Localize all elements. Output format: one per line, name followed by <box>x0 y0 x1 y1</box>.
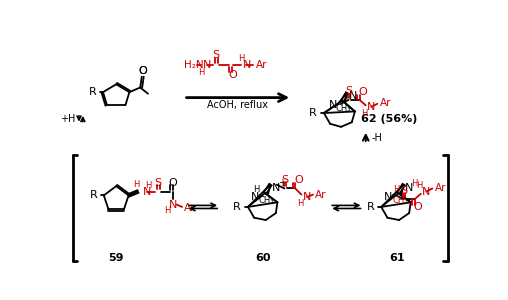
Text: CH₃: CH₃ <box>259 196 274 205</box>
Text: Ar: Ar <box>315 190 327 200</box>
Text: N: N <box>348 91 357 101</box>
Text: R: R <box>309 108 317 118</box>
Text: O: O <box>138 66 147 76</box>
Text: H: H <box>253 185 260 194</box>
Text: N: N <box>422 187 431 196</box>
Text: H: H <box>416 181 423 190</box>
Text: O: O <box>414 202 422 212</box>
Text: CH₃: CH₃ <box>335 104 351 113</box>
Text: 60: 60 <box>256 253 271 263</box>
Text: R: R <box>233 202 241 212</box>
Text: S: S <box>213 50 220 60</box>
Text: H: H <box>361 109 367 118</box>
Text: +: + <box>278 178 286 188</box>
Text: S: S <box>345 86 352 96</box>
Text: Ar: Ar <box>379 98 391 108</box>
Text: 59: 59 <box>108 253 124 263</box>
Text: N: N <box>143 187 151 196</box>
Text: H: H <box>238 54 244 63</box>
Text: 62 (56%): 62 (56%) <box>361 114 417 124</box>
Text: AcOH, reflux: AcOH, reflux <box>207 100 268 110</box>
Text: CH₃: CH₃ <box>392 196 407 205</box>
Text: H: H <box>133 180 140 189</box>
Text: +H: +H <box>60 114 75 124</box>
Text: H: H <box>198 68 205 77</box>
Text: N: N <box>272 183 280 193</box>
Text: N: N <box>169 200 177 210</box>
Text: S: S <box>281 175 288 185</box>
Text: N: N <box>384 192 392 202</box>
Text: N: N <box>329 100 337 110</box>
Text: O: O <box>138 66 147 76</box>
Text: O: O <box>228 70 237 80</box>
Text: O: O <box>294 175 303 185</box>
Text: Ar: Ar <box>435 183 446 193</box>
Text: R: R <box>89 87 97 97</box>
Text: N: N <box>203 60 211 70</box>
Text: O: O <box>168 178 177 188</box>
Text: R: R <box>90 190 98 200</box>
Text: S: S <box>400 186 407 196</box>
Text: H: H <box>164 206 171 214</box>
Text: N: N <box>242 60 251 70</box>
Text: H: H <box>411 178 418 188</box>
Text: S: S <box>154 178 162 188</box>
Text: H: H <box>393 185 399 194</box>
Text: N: N <box>251 192 259 202</box>
Text: O: O <box>358 87 367 97</box>
Text: N: N <box>367 102 376 112</box>
Text: 61: 61 <box>389 253 404 263</box>
Text: H: H <box>297 199 303 208</box>
Text: R: R <box>367 202 374 212</box>
Text: Ar: Ar <box>256 60 267 70</box>
Text: N: N <box>303 192 311 202</box>
Text: -H: -H <box>372 134 383 143</box>
Text: Ar: Ar <box>184 203 196 213</box>
Text: H₂N: H₂N <box>183 60 203 70</box>
Text: N: N <box>405 183 414 193</box>
Text: H: H <box>146 181 152 190</box>
